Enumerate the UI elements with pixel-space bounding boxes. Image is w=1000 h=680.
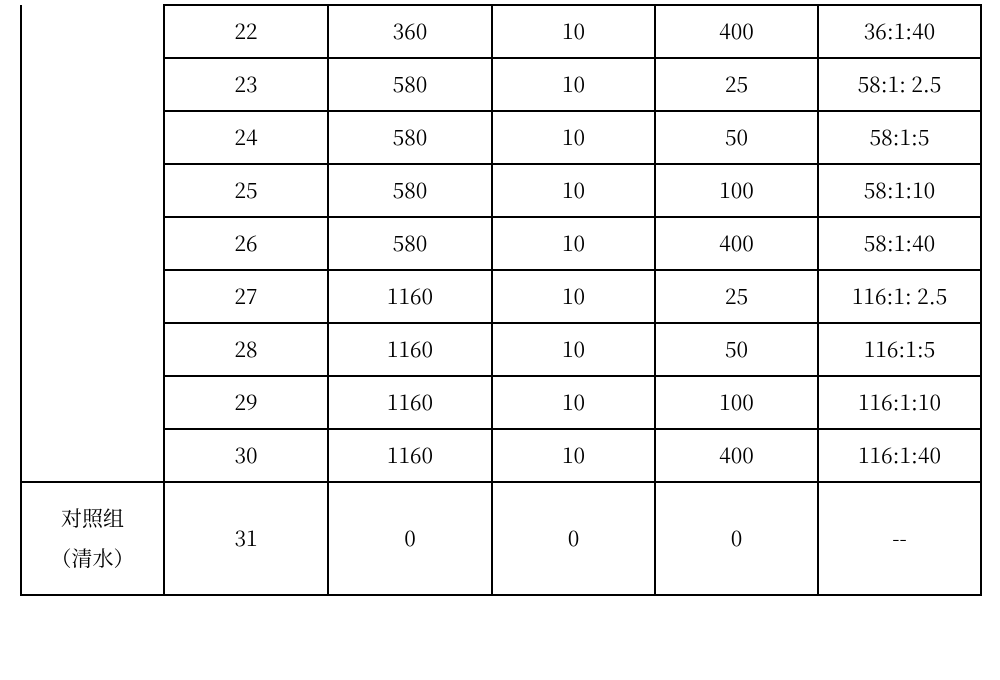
cell-ratio: --: [818, 482, 981, 595]
table-row: 28 1160 10 50 116:1:5: [21, 323, 981, 376]
cell-ratio: 58:1:10: [818, 164, 981, 217]
control-group-label: 对照组 （清水）: [21, 482, 164, 595]
table-row: 22 360 10 400 36:1:40: [21, 5, 981, 58]
cell-a: 580: [328, 164, 492, 217]
cell-no: 25: [164, 164, 328, 217]
control-group-label-line1: 对照组: [22, 499, 163, 539]
cell-a: 360: [328, 5, 492, 58]
table-row: 27 1160 10 25 116:1: 2.5: [21, 270, 981, 323]
cell-b: 10: [492, 217, 655, 270]
table-row: 24 580 10 50 58:1:5: [21, 111, 981, 164]
cell-no: 30: [164, 429, 328, 482]
cell-b: 10: [492, 323, 655, 376]
cell-ratio: 36:1:40: [818, 5, 981, 58]
cell-a: 580: [328, 111, 492, 164]
cell-no: 26: [164, 217, 328, 270]
cell-no: 31: [164, 482, 328, 595]
cell-b: 10: [492, 111, 655, 164]
data-table: 22 360 10 400 36:1:40 23 580 10 25 58:1:…: [20, 4, 982, 596]
cell-c: 25: [655, 58, 818, 111]
cell-ratio: 58:1:40: [818, 217, 981, 270]
cell-a: 1160: [328, 429, 492, 482]
cell-ratio: 116:1:5: [818, 323, 981, 376]
cell-c: 400: [655, 217, 818, 270]
cell-a: 580: [328, 58, 492, 111]
cell-ratio: 116:1:40: [818, 429, 981, 482]
table-row: 23 580 10 25 58:1: 2.5: [21, 58, 981, 111]
cell-b: 0: [492, 482, 655, 595]
table-row: 29 1160 10 100 116:1:10: [21, 376, 981, 429]
cell-no: 27: [164, 270, 328, 323]
cell-a: 1160: [328, 270, 492, 323]
cell-ratio: 116:1: 2.5: [818, 270, 981, 323]
cell-b: 10: [492, 58, 655, 111]
cell-b: 10: [492, 270, 655, 323]
cell-a: 0: [328, 482, 492, 595]
cell-no: 28: [164, 323, 328, 376]
cell-c: 400: [655, 429, 818, 482]
cell-c: 400: [655, 5, 818, 58]
cell-a: 1160: [328, 376, 492, 429]
cell-c: 50: [655, 323, 818, 376]
table-row: 25 580 10 100 58:1:10: [21, 164, 981, 217]
cell-a: 1160: [328, 323, 492, 376]
cell-no: 23: [164, 58, 328, 111]
cell-c: 25: [655, 270, 818, 323]
cell-a: 580: [328, 217, 492, 270]
cell-b: 10: [492, 376, 655, 429]
cell-ratio: 116:1:10: [818, 376, 981, 429]
cell-no: 24: [164, 111, 328, 164]
cell-b: 10: [492, 164, 655, 217]
cell-b: 10: [492, 429, 655, 482]
cell-c: 100: [655, 164, 818, 217]
cell-no: 29: [164, 376, 328, 429]
cell-ratio: 58:1: 2.5: [818, 58, 981, 111]
cell-c: 100: [655, 376, 818, 429]
cell-ratio: 58:1:5: [818, 111, 981, 164]
cell-c: 0: [655, 482, 818, 595]
cell-b: 10: [492, 5, 655, 58]
table-row: 26 580 10 400 58:1:40: [21, 217, 981, 270]
control-group-label-line2: （清水）: [22, 539, 163, 579]
cell-c: 50: [655, 111, 818, 164]
cell-no: 22: [164, 5, 328, 58]
table-row: 30 1160 10 400 116:1:40: [21, 429, 981, 482]
left-stub-empty: [21, 5, 164, 482]
table-row-control: 对照组 （清水） 31 0 0 0 --: [21, 482, 981, 595]
